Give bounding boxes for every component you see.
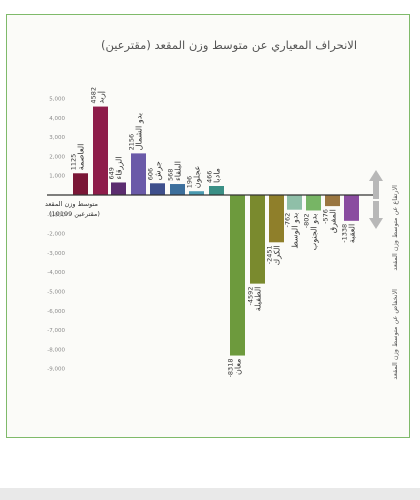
y-tick-label: 5,000 [49,97,65,103]
y-tick-label: -2,000 [47,232,65,238]
baseline-label: متوسط وزن المقعد [45,200,98,208]
bar-category-label: بدو الشمال [135,113,144,151]
bar-value-label: -762 [284,213,292,228]
bar-category-label: الطفيلة [254,287,263,312]
y-axis: 5,000 4,000 3,000 2,000 1,000 -1,000 -2,000 -3,… [47,97,65,373]
bar-value-label: -576 [322,209,330,224]
bar-category-label: مادبا [213,168,222,183]
bar-category-label: معان [234,359,243,375]
bar-value-label: -802 [303,213,311,228]
y-tick-label: -6,000 [47,309,65,315]
annotation-above-text: الارتفاع عن متوسط وزن المقعد [391,185,399,271]
y-tick-label: 2,000 [49,154,65,160]
up-arrow-icon [369,170,383,199]
bar-category-label: إربد [97,91,107,104]
bar [131,153,146,195]
bar-value-label: 4582 [90,87,98,104]
bar-category-label: المفرق [329,209,338,233]
bar-category-label: بدو الجنوب [310,213,319,250]
annotation-below-text: الانخفاض عن متوسط وزن المقعد [391,289,399,380]
chart-frame: الانحراف المعياري عن متوسط وزن المقعد (م… [6,14,410,438]
baseline-sublabel: (مقترعين 10199) [49,210,100,218]
bar-category-label: بدو الوسط [291,213,300,249]
bar [93,106,108,195]
y-tick-label: 3,000 [49,135,65,141]
bar [189,191,204,195]
bar-value-label: -1338 [341,224,349,243]
bar-value-label: 649 [108,167,116,179]
y-tick-label: -1,000 [47,212,65,218]
bar-value-label: -2451 [266,245,274,264]
bar [325,195,340,207]
bottom-band [0,488,420,500]
annotation-below: الانخفاض عن متوسط وزن المقعد [391,289,399,380]
bar-value-label: 568 [167,169,175,181]
y-tick-label: -9,000 [47,367,65,373]
bar [209,186,224,195]
bar-label-group: 1125 العاصمة 4582 إربد 649 الزرقاء 2156 بدو الش… [70,87,357,377]
bar-value-label: 1125 [70,154,78,171]
bar-category-label: العقبة [348,224,357,243]
bar [287,195,302,210]
y-tick-label: -3,000 [47,251,65,257]
bar-category-label: البلقاء [174,161,183,181]
bar [170,184,185,195]
bar-value-label: 466 [206,171,214,183]
bar [344,195,359,221]
bar-category-label: الكرك [273,245,282,265]
bar [73,173,88,195]
chart-svg: الانحراف المعياري عن متوسط وزن المقعد (م… [45,38,399,380]
y-tick-label: 4,000 [49,116,65,122]
y-tick-label: -8,000 [47,347,65,353]
y-tick-label: -5,000 [47,290,65,296]
direction-arrows [369,170,383,229]
bar-value-label: 196 [186,176,194,188]
bar-value-label: 606 [147,168,155,180]
y-tick-label: -4,000 [47,270,65,276]
y-tick-label: -7,000 [47,328,65,334]
bar [306,195,321,211]
bar [111,182,126,195]
y-tick-label: 1,000 [49,174,65,180]
chart-title: الانحراف المعياري عن متوسط وزن المقعد (م… [101,38,357,53]
bar [250,195,265,284]
bar-category-label: جرش [154,161,163,180]
bar-group [73,106,359,356]
bar-value-label: 2156 [128,134,136,151]
bar-category-label: العاصمة [77,144,86,171]
annotation-above: الارتفاع عن متوسط وزن المقعد [391,185,399,271]
bar-value-label: -8318 [227,359,235,378]
bar-value-label: -4592 [247,287,255,306]
bar-category-label: عجلون [193,166,202,189]
bar [230,195,245,356]
bar [150,183,165,195]
bar-category-label: الزرقاء [115,157,124,180]
down-arrow-icon [369,201,383,229]
bar [269,195,284,243]
